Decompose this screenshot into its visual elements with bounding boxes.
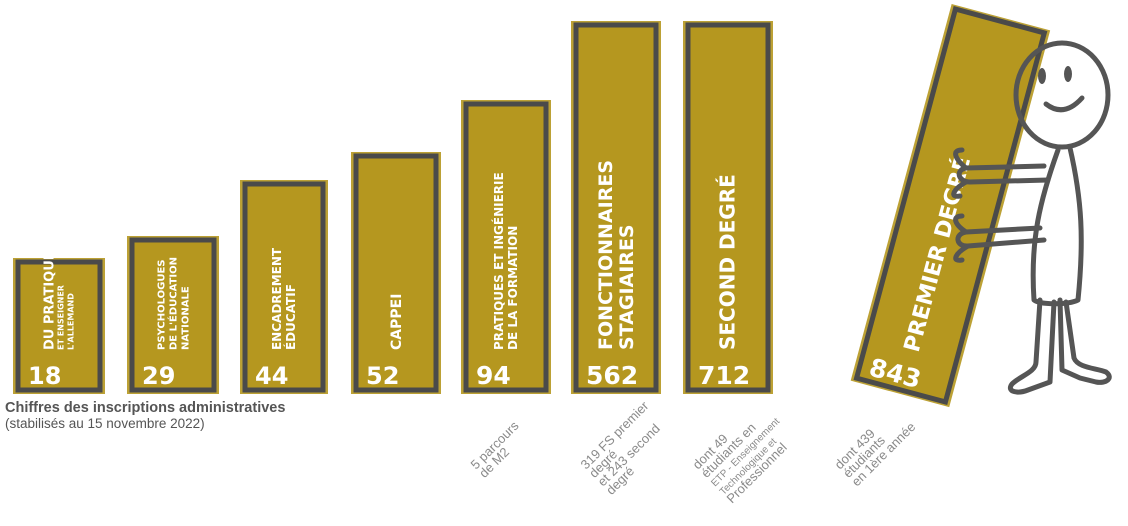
bar-category-label: ET ENSEIGNER (57, 285, 66, 350)
bar-value-label: 18 (28, 362, 61, 390)
bar-category-label: PRATIQUES ET INGÉNIERIE (491, 172, 506, 350)
figure-head (1013, 40, 1111, 150)
bar-group: 52 CAPPEI (351, 152, 441, 394)
bar (242, 181, 326, 393)
caption-title: Chiffres des inscriptions administrative… (5, 400, 286, 416)
bar-category-label: PSYCHOLOGUES (157, 259, 168, 350)
figure-leg-left (1008, 297, 1057, 395)
bar-category-label: DE LA FORMATION (506, 226, 520, 350)
figure-leg-right (1057, 297, 1112, 385)
bar (129, 237, 217, 393)
bar-category-label: FONCTIONNAIRES (595, 160, 617, 350)
bar-category-label: NATIONALE (181, 286, 192, 350)
bar-category-label: L'ALLEMAND (67, 293, 76, 350)
bar-group: 44 ENCADREMENT ÉDUCATIF (240, 180, 328, 394)
stick-figure-illustration (951, 40, 1112, 395)
bar-group: 712 SECOND DEGRÉ (683, 21, 773, 394)
figure-eye-left (1038, 68, 1046, 84)
figure-hand-upper (951, 147, 969, 199)
bar (685, 22, 771, 393)
bar-value-label: 29 (142, 362, 175, 390)
bar-group: 94 PRATIQUES ET INGÉNIERIE DE LA FORMATION (461, 100, 551, 394)
figure-hand-lower (953, 213, 971, 263)
bar-category-label: ÉDUCATIF (283, 284, 298, 350)
bar (353, 153, 439, 393)
bar-category-label: DU PRATIQUER (43, 241, 58, 350)
bar-value-label: 562 (586, 361, 638, 390)
bar-category-label: STAGIAIRES (616, 224, 638, 350)
bar-group: 18 DU PRATIQUER ET ENSEIGNER L'ALLEMAND (13, 241, 105, 394)
bar-value-label: 712 (698, 361, 750, 390)
bar-group: 562 FONCTIONNAIRES STAGIAIRES (571, 21, 661, 394)
bar-category-label: SECOND DEGRÉ (716, 174, 740, 350)
bar-category-label: CAPPEI (389, 294, 405, 350)
bar (853, 6, 1048, 405)
bar (463, 101, 549, 393)
bar-category-label: DE L'ÉDUCATION (167, 257, 180, 350)
bar-value-label: 52 (366, 362, 399, 390)
bar-group: 29 PSYCHOLOGUES DE L'ÉDUCATION NATIONALE (127, 236, 219, 394)
caption-subtitle: (stabilisés au 15 novembre 2022) (5, 416, 205, 431)
figure-eye-right (1064, 66, 1072, 82)
chart-caption: Chiffres des inscriptions administrative… (5, 400, 285, 431)
bar (573, 22, 659, 393)
bar-value-label: 44 (255, 362, 288, 390)
figure-smile (1043, 95, 1085, 113)
bar-category-label: ENCADREMENT (270, 247, 284, 350)
bar (15, 259, 103, 393)
bar-value-label: 94 (476, 361, 511, 390)
